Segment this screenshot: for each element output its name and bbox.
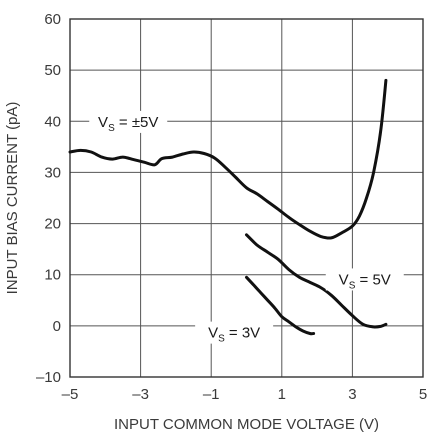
y-tick-label: 30 [44,164,61,181]
x-tick-label: –3 [132,386,149,403]
x-tick-label: 3 [348,386,356,403]
curve-label-backdrop [325,268,404,291]
plot-frame [69,18,424,378]
y-tick-label: 10 [44,267,61,284]
curve-label-backdrop [195,321,274,344]
curve-labels: VS = ±5V VS = 5V VS = 3V [89,110,404,345]
label-vs-3v: VS = 3V [208,325,260,345]
curves [68,78,388,336]
y-tick-label: 40 [44,113,61,130]
label-vs-pm5v: VS = ±5V [98,114,158,134]
x-tick-label: –1 [203,386,220,403]
label-vs-5v: VS = 5V [339,271,391,291]
curve-vs-3v [245,275,316,336]
y-tick-label: 20 [44,216,61,233]
curve-label-backdrop [89,110,168,133]
curve-vs-5v [245,233,388,329]
y-tick-label: 60 [44,11,61,28]
y-tick-label: 0 [53,318,61,335]
y-tick-label: –10 [36,369,61,386]
x-tick-label: 1 [278,386,286,403]
x-tick-label: 5 [419,386,427,403]
y-axis-title: INPUT BIAS CURRENT (pA) [4,102,21,295]
y-tick-label: 50 [44,62,61,79]
tick-labels: –10 0 10 20 30 40 50 60 –5 –3 –1 1 3 5 [36,11,427,403]
x-tick-label: –5 [62,386,79,403]
x-axis-title: INPUT COMMON MODE VOLTAGE (V) [114,416,379,433]
curve-vs-pm5v [68,78,388,240]
